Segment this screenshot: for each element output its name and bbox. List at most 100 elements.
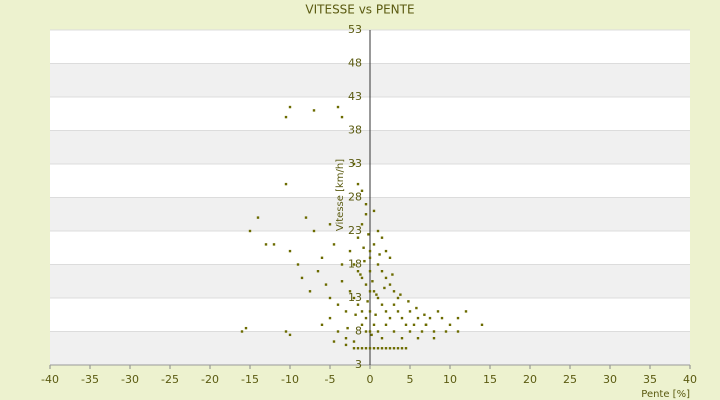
point: [324, 283, 328, 286]
y-tick-label: 33: [348, 157, 362, 170]
point: [396, 310, 400, 313]
y-tick-label: 38: [348, 124, 362, 137]
point: [384, 310, 388, 313]
point: [300, 276, 304, 280]
point: [288, 249, 292, 253]
x-tick-label: -20: [201, 373, 219, 386]
x-tick-label: -25: [161, 373, 179, 386]
point: [415, 306, 418, 310]
point: [356, 347, 360, 350]
point: [364, 330, 368, 333]
point: [380, 347, 384, 350]
point: [364, 213, 368, 216]
point: [360, 310, 364, 313]
point: [384, 347, 388, 350]
point: [432, 330, 436, 333]
point: [368, 310, 372, 313]
point: [432, 337, 436, 340]
y-tick-label: 48: [348, 57, 362, 70]
y-tick-label: 3: [355, 358, 362, 371]
point: [360, 276, 364, 280]
point: [240, 330, 244, 333]
point: [376, 229, 380, 233]
y-tick-label: 8: [355, 325, 362, 338]
point: [456, 316, 460, 320]
point: [376, 330, 380, 333]
point: [352, 347, 356, 350]
x-tick-label: 35: [643, 373, 657, 386]
point: [328, 316, 332, 320]
point: [428, 316, 432, 320]
point: [364, 316, 368, 320]
point: [348, 249, 352, 253]
y-tick-label: 13: [348, 291, 362, 304]
point: [332, 243, 336, 246]
point: [288, 105, 292, 109]
point: [372, 347, 376, 350]
y-tick-label: 53: [348, 23, 362, 36]
point: [296, 263, 300, 266]
point: [380, 270, 384, 273]
y-tick-label: 28: [348, 191, 362, 204]
point: [352, 340, 356, 343]
x-tick-label: -15: [241, 373, 259, 386]
point: [372, 243, 376, 246]
point: [344, 310, 348, 313]
point: [359, 273, 362, 276]
point: [388, 256, 392, 259]
point: [404, 347, 408, 350]
point: [368, 347, 372, 350]
point: [284, 182, 288, 186]
x-tick-label: 5: [407, 373, 414, 386]
point: [388, 283, 392, 286]
point: [256, 216, 260, 219]
point: [416, 316, 420, 320]
point: [448, 323, 452, 326]
point: [352, 162, 356, 166]
point: [372, 209, 376, 213]
point: [412, 323, 416, 326]
point: [370, 333, 373, 337]
point: [368, 270, 372, 273]
point: [344, 337, 348, 340]
point: [328, 223, 332, 226]
x-tick-label: -35: [81, 373, 99, 386]
point: [356, 303, 360, 306]
point: [332, 340, 336, 343]
point: [424, 323, 428, 326]
point: [348, 290, 352, 293]
point: [420, 330, 424, 333]
point: [392, 290, 396, 293]
point: [272, 243, 276, 246]
point: [354, 313, 357, 316]
point: [372, 323, 376, 326]
point: [423, 313, 426, 316]
point: [400, 316, 404, 320]
point: [380, 303, 384, 306]
point: [408, 330, 412, 333]
y-axis-label: Vitesse [km/h]: [335, 159, 346, 231]
point: [383, 286, 386, 290]
point: [352, 263, 356, 266]
point: [436, 310, 440, 313]
point: [440, 316, 444, 320]
point: [380, 236, 384, 239]
point: [360, 323, 364, 326]
point: [312, 229, 316, 233]
point: [400, 337, 404, 340]
point: [356, 182, 360, 186]
point: [407, 300, 410, 303]
point: [364, 347, 368, 350]
point: [367, 233, 370, 236]
y-tick-label: 18: [348, 258, 362, 271]
point: [408, 310, 412, 313]
point: [366, 300, 369, 303]
y-tick-label: 43: [348, 90, 362, 103]
point: [384, 323, 388, 326]
point: [346, 326, 349, 330]
y-tick-label: 23: [348, 224, 362, 237]
x-tick-label: -40: [41, 373, 59, 386]
point: [316, 270, 320, 273]
point: [376, 296, 380, 300]
